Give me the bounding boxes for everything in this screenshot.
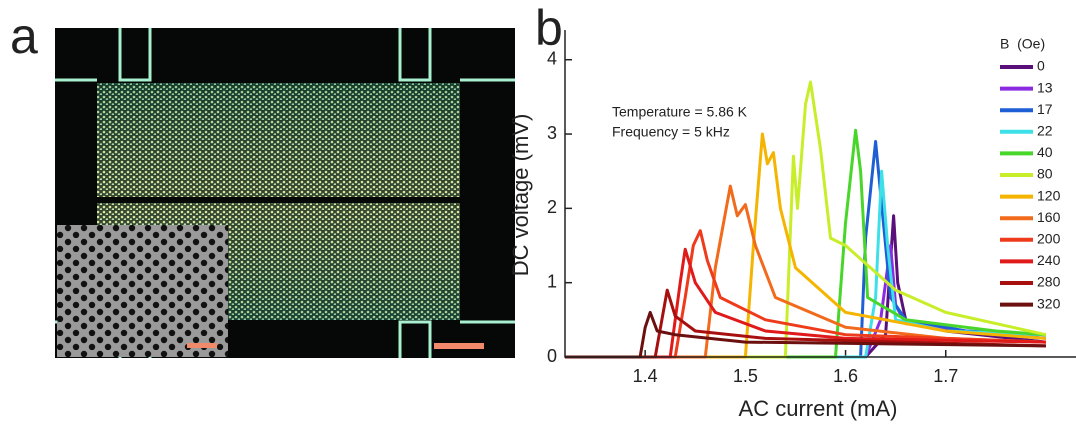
y-tick-label: 4	[547, 48, 557, 68]
x-tick-label: 1.6	[833, 366, 858, 386]
legend-label: 17	[1037, 101, 1053, 117]
y-tick-label: 3	[547, 123, 557, 143]
series-line	[565, 132, 1047, 359]
series-line	[565, 229, 1046, 359]
annotation: Frequency = 5 kHz	[612, 124, 730, 140]
series-line	[565, 140, 1046, 359]
x-axis-title: AC current (mA)	[739, 396, 898, 421]
legend-label: 80	[1037, 166, 1053, 182]
legend-label: 280	[1037, 274, 1061, 290]
series-line	[565, 184, 1046, 359]
y-tick-label: 0	[547, 346, 557, 366]
y-tick-label: 2	[547, 197, 557, 217]
series-line	[565, 288, 1046, 359]
panel-label: b	[535, 0, 563, 56]
annotation: Temperature = 5.86 K	[612, 104, 748, 120]
y-tick-label: 1	[547, 271, 557, 291]
series-line	[565, 128, 1047, 359]
legend-label: 40	[1037, 144, 1053, 160]
legend-label: 320	[1037, 295, 1061, 311]
micrograph	[55, 28, 515, 358]
panel-label: a	[10, 8, 38, 64]
x-tick-label: 1.5	[733, 366, 758, 386]
legend-title: B (Oe)	[1000, 36, 1045, 52]
legend-label: 22	[1037, 123, 1053, 139]
series-line	[565, 310, 1046, 359]
legend-label: 240	[1037, 252, 1061, 268]
y-axis-title: DC voltage (mV)	[508, 114, 533, 277]
series-line	[565, 80, 1047, 359]
legend-label: 200	[1037, 231, 1061, 247]
legend-label: 0	[1037, 58, 1045, 74]
legend-label: 120	[1037, 187, 1061, 203]
x-tick-label: 1.7	[933, 366, 958, 386]
legend-label: 160	[1037, 209, 1061, 225]
x-tick-label: 1.4	[633, 366, 658, 386]
legend-label: 13	[1037, 79, 1053, 95]
series-line	[565, 247, 1046, 359]
axes	[564, 30, 1076, 358]
